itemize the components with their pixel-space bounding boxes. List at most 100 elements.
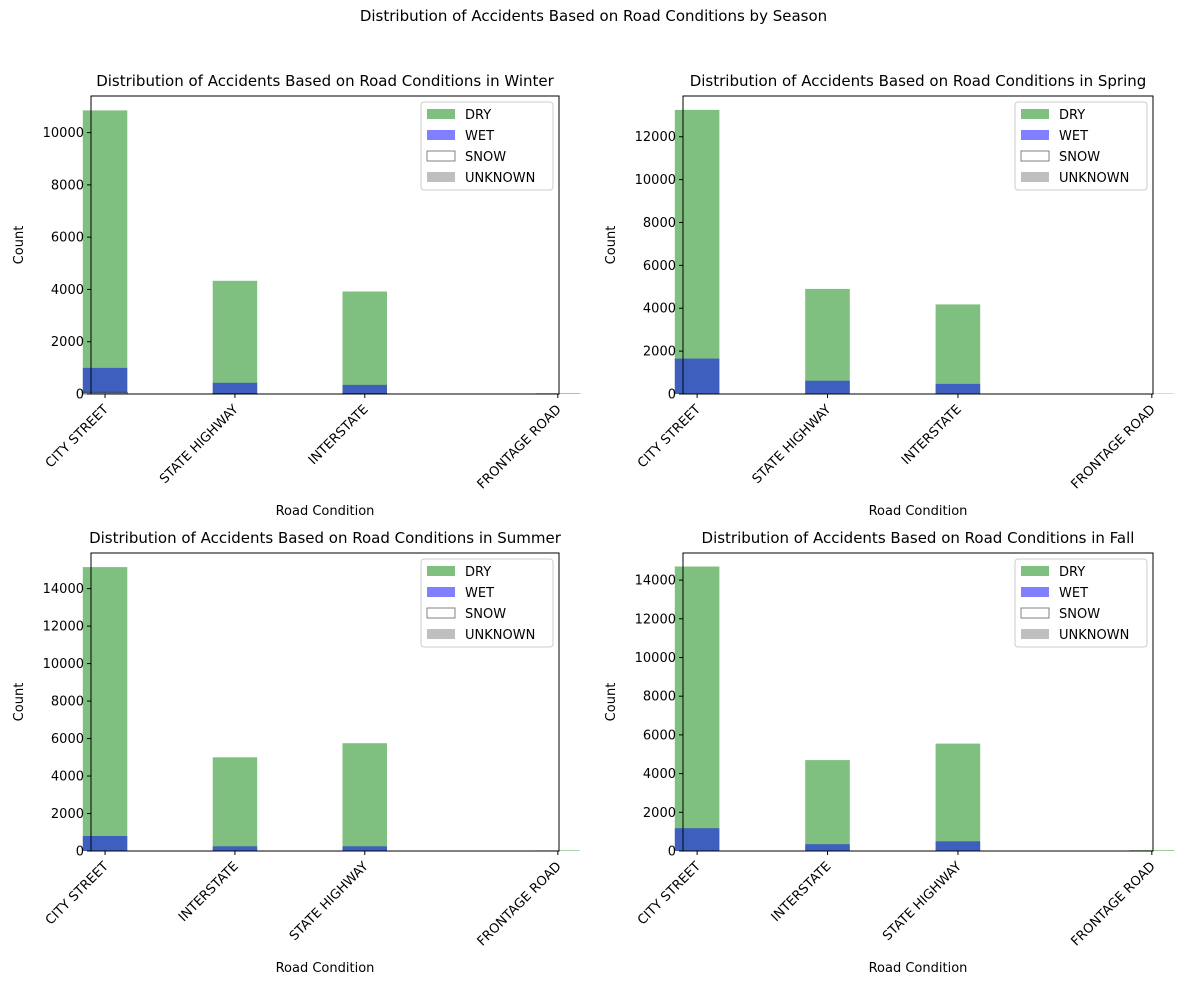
bar-wet-interstate xyxy=(805,844,850,851)
y-tick-label: 0 xyxy=(76,388,84,403)
legend: DRY WET SNOW UNKNOWN xyxy=(420,101,554,191)
legend-swatch-snow xyxy=(426,150,456,162)
y-tick-label: 10000 xyxy=(635,651,676,666)
x-tick-label: INTERSTATE xyxy=(306,402,372,468)
legend-label-dry: DRY xyxy=(465,565,491,580)
bar-wet-state-highway xyxy=(342,846,387,851)
legend-swatch-wet xyxy=(1021,130,1049,140)
x-tick-label: STATE HIGHWAY xyxy=(880,859,965,944)
chart-title: Distribution of Accidents Based on Road … xyxy=(96,72,554,90)
x-tick-label: INTERSTATE xyxy=(176,859,242,925)
y-tick-label: 6000 xyxy=(51,732,84,747)
legend-label-wet: WET xyxy=(465,129,494,144)
legend-swatch-unknown xyxy=(1021,172,1049,182)
bar-dry-city-street xyxy=(82,110,128,395)
axes-frame xyxy=(90,95,560,395)
x-tick-label: CITY STREET xyxy=(635,859,704,928)
x-tick-label: FRONTAGE ROAD xyxy=(475,402,565,492)
x-tick-label: CITY STREET xyxy=(43,859,112,928)
y-axis-label: Count xyxy=(604,683,619,722)
legend-label-dry: DRY xyxy=(1059,565,1085,580)
bar-dry-interstate xyxy=(212,757,258,851)
y-tick-label: 6000 xyxy=(643,728,676,743)
figure-title: Distribution of Accidents Based on Road … xyxy=(359,7,828,25)
legend-label-wet: WET xyxy=(1059,586,1088,601)
chart-title: Distribution of Accidents Based on Road … xyxy=(89,529,562,547)
legend-swatch-unknown xyxy=(427,172,455,182)
bar-wet-city-street xyxy=(674,828,720,851)
legend-swatch-dry xyxy=(1021,109,1049,119)
chart-title: Distribution of Accidents Based on Road … xyxy=(702,529,1135,547)
bar-dry-state-highway xyxy=(805,288,850,394)
x-tick-label: INTERSTATE xyxy=(899,402,965,468)
bar-dry-state-highway xyxy=(342,743,387,851)
bar-wet-state-highway xyxy=(212,382,258,394)
y-tick-label: 4000 xyxy=(51,283,84,298)
bar-wet-interstate xyxy=(935,383,981,394)
axes-frame xyxy=(682,552,1154,852)
legend-label-unknown: UNKNOWN xyxy=(465,171,535,186)
x-tick-label: STATE HIGHWAY xyxy=(287,859,372,944)
legend: DRY WET SNOW UNKNOWN xyxy=(420,558,554,648)
legend-label-snow: SNOW xyxy=(465,607,506,622)
legend-swatch-wet xyxy=(427,130,455,140)
x-tick-label: FRONTAGE ROAD xyxy=(1069,859,1159,949)
x-tick-label: STATE HIGHWAY xyxy=(750,402,835,487)
x-tick-label: FRONTAGE ROAD xyxy=(1069,402,1159,492)
y-tick-label: 8000 xyxy=(643,216,676,231)
y-tick-label: 10000 xyxy=(635,173,676,188)
y-tick-label: 14000 xyxy=(635,574,676,589)
x-axis-label: Road Condition xyxy=(276,504,375,519)
x-tick-label: INTERSTATE xyxy=(769,859,835,925)
legend-box xyxy=(420,101,554,191)
legend-label-snow: SNOW xyxy=(1059,607,1100,622)
y-tick-label: 2000 xyxy=(643,345,676,360)
chart-panel-3: 0 2000 4000 6000 8000 10000 12000 14000 CITY STR… xyxy=(12,529,581,976)
legend-swatch-snow xyxy=(1020,150,1050,162)
y-tick-label: 8000 xyxy=(643,690,676,705)
chart-panel-1: 0 2000 4000 6000 8000 10000 CITY STREET STATE H… xyxy=(12,72,581,519)
bar-wet-city-street xyxy=(82,367,128,394)
y-tick-label: 0 xyxy=(668,388,676,403)
bar-dry-city-street xyxy=(674,566,720,851)
y-tick-label: 8000 xyxy=(51,178,84,193)
bar-dry-interstate xyxy=(342,291,387,394)
bar-dry-state-highway xyxy=(935,743,981,851)
legend-box xyxy=(1014,558,1148,648)
legend: DRY WET SNOW UNKNOWN xyxy=(1014,101,1148,191)
y-tick-label: 6000 xyxy=(643,259,676,274)
legend-label-snow: SNOW xyxy=(1059,150,1100,165)
y-tick-label: 4000 xyxy=(643,767,676,782)
y-tick-label: 10000 xyxy=(43,657,84,672)
y-tick-label: 12000 xyxy=(635,130,676,145)
y-tick-label: 2000 xyxy=(643,806,676,821)
legend-box xyxy=(420,558,554,648)
y-tick-label: 10000 xyxy=(43,126,84,141)
chart-panel-2: 0 2000 4000 6000 8000 10000 12000 CITY STREET ST… xyxy=(604,72,1175,519)
legend-label-dry: DRY xyxy=(465,108,491,123)
y-tick-label: 8000 xyxy=(51,695,84,710)
x-axis-label: Road Condition xyxy=(869,504,968,519)
x-tick-label: STATE HIGHWAY xyxy=(157,402,242,487)
legend-label-dry: DRY xyxy=(1059,108,1085,123)
legend-swatch-snow xyxy=(426,607,456,619)
legend-swatch-unknown xyxy=(1021,629,1049,639)
y-tick-label: 0 xyxy=(76,845,84,860)
x-axis-label: Road Condition xyxy=(869,961,968,976)
axes-frame xyxy=(682,95,1154,395)
legend-label-unknown: UNKNOWN xyxy=(465,628,535,643)
y-tick-label: 2000 xyxy=(51,807,84,822)
x-axis-label: Road Condition xyxy=(276,961,375,976)
bar-dry-interstate xyxy=(935,304,981,394)
legend-swatch-wet xyxy=(1021,587,1049,597)
y-tick-label: 4000 xyxy=(51,770,84,785)
y-tick-label: 14000 xyxy=(43,582,84,597)
legend-swatch-dry xyxy=(1021,566,1049,576)
bar-dry-state-highway xyxy=(212,280,258,394)
bar-wet-state-highway xyxy=(935,841,981,851)
y-tick-label: 12000 xyxy=(635,612,676,627)
bar-wet-interstate xyxy=(212,846,258,851)
chart-title: Distribution of Accidents Based on Road … xyxy=(690,72,1147,90)
legend-label-wet: WET xyxy=(1059,129,1088,144)
